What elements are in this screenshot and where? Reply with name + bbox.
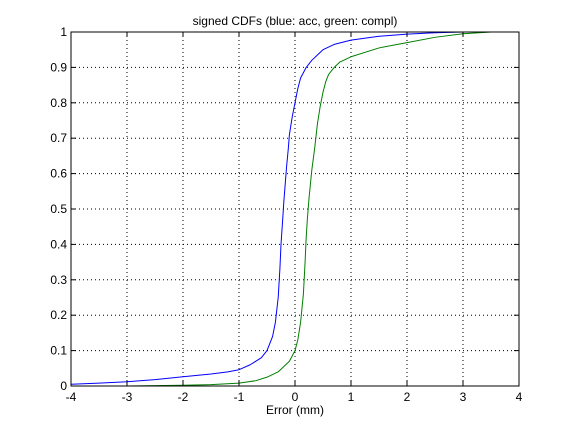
y-tick-label: 0.7 (50, 131, 67, 145)
x-tick-label: -4 (66, 390, 77, 404)
compl-cdf-line (71, 31, 519, 387)
x-tick-label: 1 (348, 390, 355, 404)
y-tick-label: 0.9 (50, 60, 67, 74)
acc-cdf-line (70, 31, 519, 385)
series-layer (70, 31, 519, 387)
y-tick-label: 0.5 (50, 202, 67, 216)
x-tick-label: 2 (404, 390, 411, 404)
x-tick-label: 4 (516, 390, 523, 404)
y-tick-label: 0.2 (50, 308, 67, 322)
y-tick-label: 1 (60, 25, 67, 39)
ticks: -4 -3 -2 -1 0 1 2 3 4 0 0.1 0.2 0.3 0.4 0.5 0.6 0.7 0.8 0.… (50, 25, 522, 404)
y-tick-label: 0 (60, 379, 67, 393)
x-tick-label: 0 (292, 390, 299, 404)
x-tick-label: -1 (234, 390, 245, 404)
x-axis-label: Error (mm) (266, 403, 324, 417)
x-tick-label: -2 (178, 390, 189, 404)
y-tick-label: 0.1 (50, 344, 67, 358)
x-tick-label: 3 (460, 390, 467, 404)
chart-title: signed CDFs (blue: acc, green: compl) (193, 14, 398, 28)
x-tick-label: -3 (122, 390, 133, 404)
y-tick-label: 0.6 (50, 167, 67, 181)
y-tick-label: 0.4 (50, 237, 67, 251)
y-tick-label: 0.3 (50, 273, 67, 287)
y-tick-label: 0.8 (50, 96, 67, 110)
